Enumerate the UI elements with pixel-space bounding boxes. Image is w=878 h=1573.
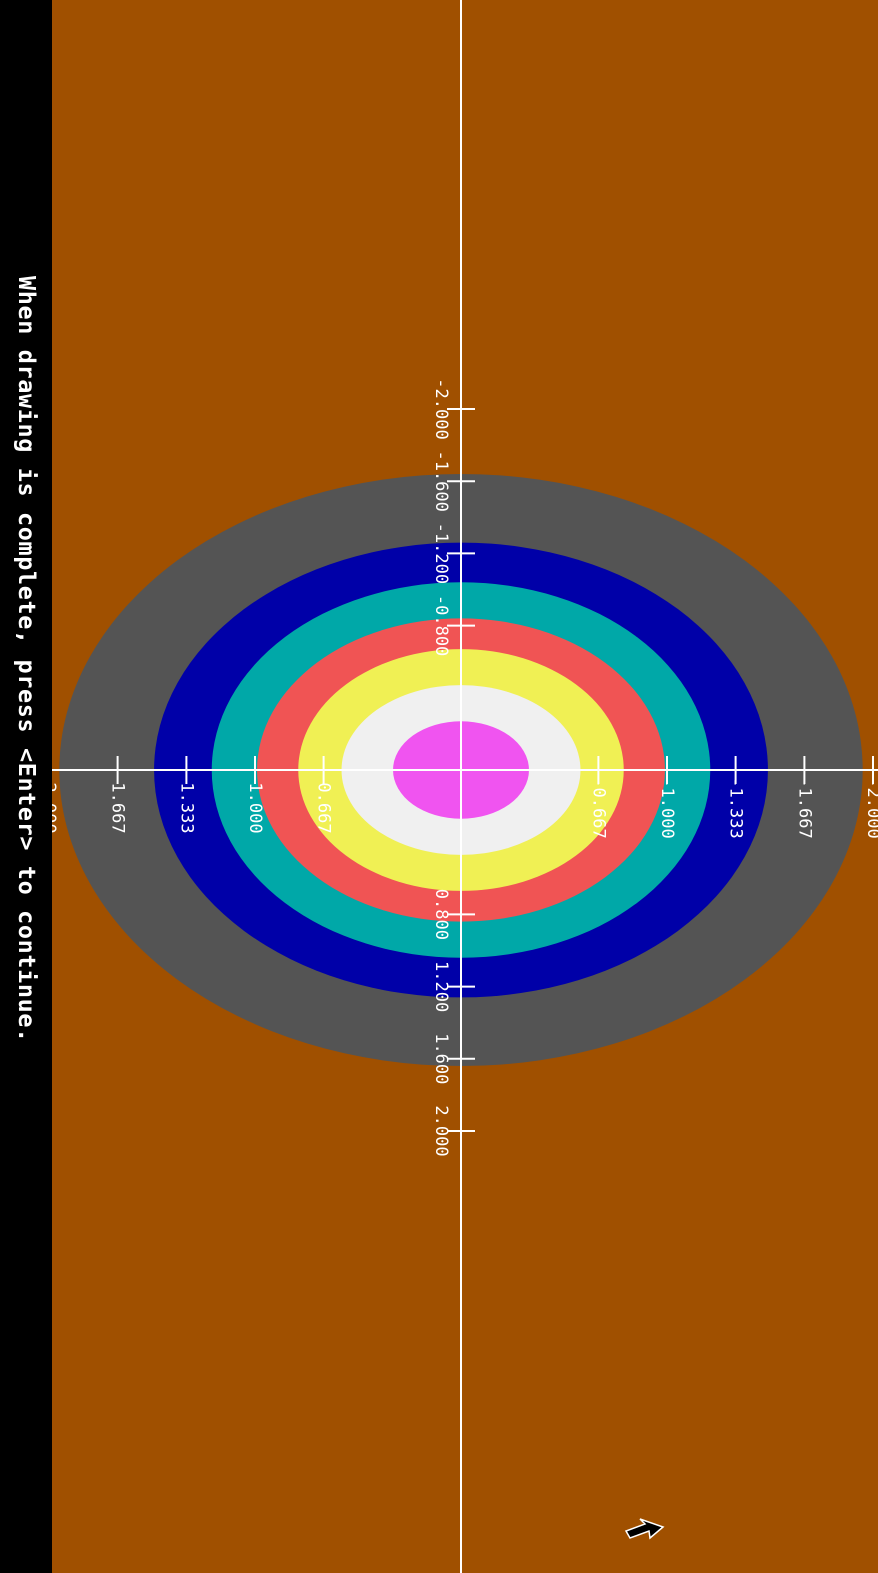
y-tick-label-3: -1.333 xyxy=(726,777,746,838)
x-tick-label-5: 0.800 xyxy=(431,889,451,940)
mouse-cursor xyxy=(624,1518,665,1540)
axes xyxy=(48,0,878,1573)
x-tick-label-8: 2.000 xyxy=(431,1105,451,1156)
y-tick-label-7: 1.000 xyxy=(245,782,265,833)
y-tick-label-8: 1.333 xyxy=(176,782,196,833)
y-tick-label-5: -0.667 xyxy=(588,777,608,838)
x-tick-label-7: 1.600 xyxy=(431,1033,451,1084)
y-tick-label-4: -1.000 xyxy=(657,777,677,838)
x-tick-label-3: -1.200 xyxy=(431,523,451,584)
y-tick-label-2: -1.667 xyxy=(794,777,814,838)
status-message: When drawing is complete, press <Enter> … xyxy=(12,276,41,1043)
x-tick-label-6: 1.200 xyxy=(431,961,451,1012)
y-tick-label-6: 0.667 xyxy=(314,782,334,833)
y-tick-label-1: -2.000 xyxy=(863,777,878,838)
status-bar: When drawing is complete, press <Enter> … xyxy=(0,0,52,1573)
y-tick-label-9: 1.667 xyxy=(108,782,128,833)
x-tick-label-2: -1.600 xyxy=(431,450,451,511)
x-tick-label-4: -0.800 xyxy=(431,595,451,656)
tick-labels: -2.000 -1.600 -1.200 -0.800 0.800 1.200 1.600 2… xyxy=(39,378,878,1156)
x-tick-label-1: -2.000 xyxy=(431,378,451,439)
cursor-arrow-icon xyxy=(624,1518,665,1540)
